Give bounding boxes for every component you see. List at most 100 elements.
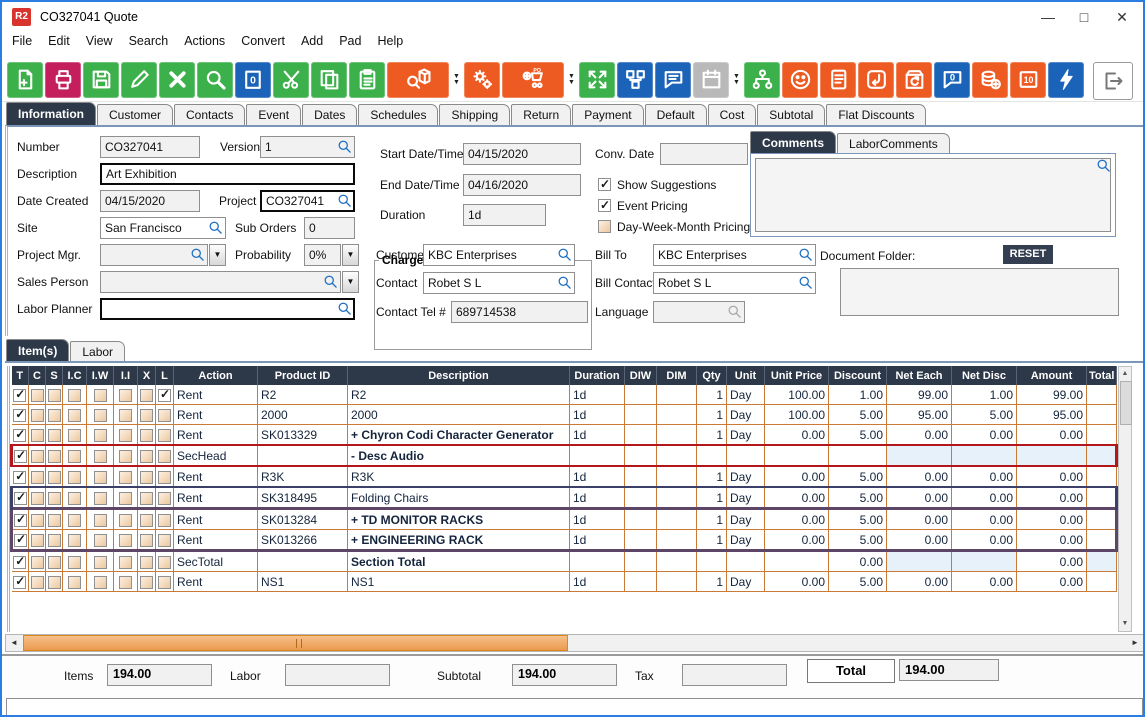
cell-diw[interactable]	[624, 571, 657, 592]
cell-diw[interactable]	[624, 385, 657, 405]
search-icon[interactable]	[798, 275, 813, 290]
row-checkbox-cell[interactable]	[155, 385, 174, 405]
sub-orders-input[interactable]	[304, 217, 355, 239]
row-checkbox-cell[interactable]	[155, 507, 174, 530]
cell-product[interactable]: NS1	[257, 571, 348, 592]
bill-contact-input[interactable]	[653, 272, 816, 294]
cell-amount[interactable]: 99.00	[1016, 385, 1087, 405]
row-checkbox-cell[interactable]	[137, 385, 156, 405]
cell-action[interactable]: SecHead	[173, 444, 258, 467]
checkbox-icon[interactable]	[140, 470, 153, 484]
cell-duration[interactable]: 1d	[569, 529, 625, 552]
row-checkbox-cell[interactable]	[28, 385, 46, 405]
row-checkbox-cell[interactable]	[137, 486, 156, 510]
cell-diw[interactable]	[624, 507, 657, 530]
cell-net_each[interactable]: 0.00	[886, 529, 952, 552]
checkbox-icon[interactable]	[13, 387, 27, 402]
column-header[interactable]: T	[11, 366, 29, 385]
row-checkbox-cell[interactable]	[45, 424, 63, 446]
column-header[interactable]: DIM	[656, 366, 697, 385]
customer-input[interactable]	[423, 244, 575, 266]
row-checkbox-cell[interactable]	[28, 571, 46, 592]
search-icon[interactable]	[208, 220, 223, 235]
checkbox-icon[interactable]	[598, 220, 611, 234]
checkbox-icon[interactable]	[30, 408, 44, 422]
row-checkbox-cell[interactable]	[137, 466, 156, 488]
cell-qty[interactable]: 1	[696, 529, 727, 552]
cell-total[interactable]	[1086, 424, 1117, 446]
column-header[interactable]: Unit Price	[764, 366, 829, 385]
checkbox-icon[interactable]	[30, 470, 44, 484]
column-header[interactable]: C	[28, 366, 46, 385]
row-checkbox-cell[interactable]	[113, 404, 138, 425]
column-header[interactable]: DIW	[624, 366, 657, 385]
cell-action[interactable]: Rent	[173, 385, 258, 405]
cell-discount[interactable]: 5.00	[828, 466, 887, 488]
smiley-icon[interactable]	[782, 61, 818, 98]
checkbox-icon[interactable]	[14, 448, 27, 463]
cell-net_disc[interactable]	[951, 550, 1017, 572]
cell-product[interactable]: SK013329	[257, 424, 348, 446]
checkbox-icon[interactable]	[119, 408, 132, 422]
column-header[interactable]: Product ID	[257, 366, 348, 385]
cell-diw[interactable]	[624, 529, 657, 552]
project-input[interactable]	[260, 190, 355, 212]
cell-amount[interactable]: 95.00	[1016, 404, 1087, 425]
cell-desc[interactable]: Section Total	[347, 550, 570, 572]
row-checkbox-cell[interactable]	[137, 444, 156, 467]
workflow-icon[interactable]	[617, 61, 653, 98]
cell-product[interactable]: R3K	[257, 466, 348, 488]
cell-discount[interactable]: 5.00	[828, 571, 887, 592]
checkbox-icon[interactable]	[68, 513, 81, 527]
row-checkbox-cell[interactable]	[62, 466, 87, 488]
checkbox-icon[interactable]	[158, 513, 171, 527]
row-checkbox-cell[interactable]	[11, 424, 29, 446]
tab-item-s-[interactable]: Item(s)	[6, 339, 70, 362]
menu-item-add[interactable]: Add	[300, 34, 324, 48]
delete-x-icon[interactable]	[159, 61, 195, 98]
labor-planner-input[interactable]	[100, 298, 355, 320]
product-search-icon[interactable]	[387, 61, 449, 98]
cell-unit[interactable]	[726, 444, 765, 467]
cell-qty[interactable]: 1	[696, 385, 727, 405]
row-checkbox-cell[interactable]	[113, 466, 138, 488]
row-checkbox-cell[interactable]	[155, 404, 174, 425]
checkbox-icon[interactable]	[598, 198, 611, 213]
checkbox-icon[interactable]	[47, 533, 61, 547]
row-checkbox-cell[interactable]	[45, 385, 63, 405]
cell-product[interactable]: SK318495	[257, 486, 348, 510]
row-checkbox-cell[interactable]	[137, 571, 156, 592]
checkbox-icon[interactable]	[119, 388, 132, 402]
cell-net_each[interactable]	[886, 550, 952, 572]
cell-discount[interactable]: 5.00	[828, 404, 887, 425]
print-icon[interactable]	[45, 61, 81, 98]
cell-discount[interactable]: 5.00	[828, 486, 887, 510]
checkbox-icon[interactable]	[68, 428, 81, 442]
cell-net_disc[interactable]: 0.00	[951, 571, 1017, 592]
cell-price[interactable]: 0.00	[764, 486, 829, 510]
checkbox-icon[interactable]	[93, 428, 107, 442]
row-checkbox-cell[interactable]	[62, 404, 87, 425]
row-checkbox-cell[interactable]	[86, 385, 114, 405]
search-icon[interactable]	[190, 247, 205, 262]
cell-amount[interactable]: 0.00	[1016, 424, 1087, 446]
box-return-icon[interactable]	[896, 61, 932, 98]
cell-discount[interactable]: 5.00	[828, 529, 887, 552]
cell-qty[interactable]: 1	[696, 571, 727, 592]
search-icon[interactable]	[323, 274, 338, 289]
cell-duration[interactable]: 1d	[569, 486, 625, 510]
cell-diw[interactable]	[624, 444, 657, 467]
cell-qty[interactable]: 1	[696, 486, 727, 510]
cell-desc[interactable]: Folding Chairs	[347, 486, 570, 510]
toolbar-dropdown-icon[interactable]: ▼ ▼	[453, 72, 460, 86]
row-checkbox-cell[interactable]	[62, 385, 87, 405]
column-header[interactable]: L	[155, 366, 174, 385]
row-checkbox-cell[interactable]	[62, 529, 87, 552]
cell-amount[interactable]: 0.00	[1016, 466, 1087, 488]
table-row[interactable]: SecHead - Desc Audio	[10, 444, 1118, 467]
menu-item-search[interactable]: Search	[128, 34, 169, 48]
cell-duration[interactable]	[569, 550, 625, 572]
row-checkbox-cell[interactable]	[10, 529, 29, 552]
